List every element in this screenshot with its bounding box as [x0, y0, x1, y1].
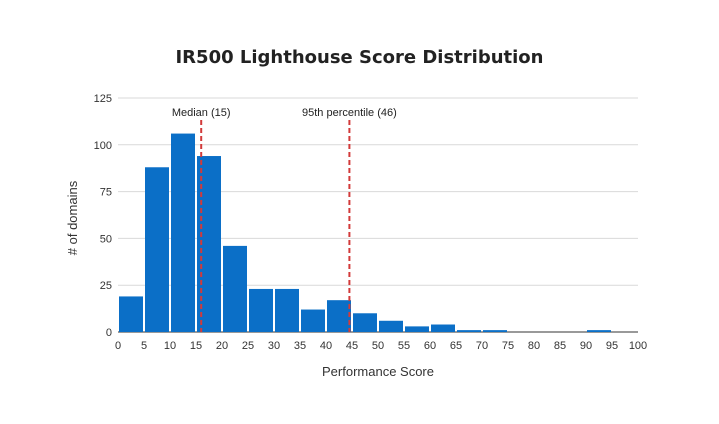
histogram-bar: [119, 296, 143, 332]
x-tick-label: 45: [346, 340, 358, 352]
y-tick-label: 0: [106, 327, 112, 339]
histogram-bar: [431, 324, 455, 332]
histogram-bar: [587, 330, 611, 332]
x-tick-label: 30: [268, 340, 280, 352]
histogram-bar: [145, 167, 169, 332]
x-tick-label: 35: [294, 340, 306, 352]
x-tick-label: 25: [242, 340, 254, 352]
histogram-bar: [171, 133, 195, 332]
x-tick-label: 5: [141, 340, 147, 352]
y-tick-label: 25: [100, 280, 112, 292]
x-tick-label: 80: [528, 340, 540, 352]
x-tick-label: 90: [580, 340, 592, 352]
histogram-bar: [327, 300, 351, 332]
chart-title: IR500 Lighthouse Score Distribution: [175, 47, 544, 68]
x-tick-label: 20: [216, 340, 228, 352]
x-tick-label: 100: [629, 340, 647, 352]
histogram-bar: [483, 330, 507, 332]
percentile-label: 95th percentile (46): [302, 107, 397, 119]
x-tick-label: 75: [502, 340, 514, 352]
median-label: Median (15): [172, 107, 231, 119]
x-tick-label: 50: [372, 340, 384, 352]
y-tick-label: 75: [100, 187, 112, 199]
histogram-bar: [457, 330, 481, 332]
y-tick-label: 100: [94, 140, 112, 152]
x-tick-label: 70: [476, 340, 488, 352]
histogram-bar: [353, 313, 377, 332]
y-tick-label: 50: [100, 233, 112, 245]
x-tick-label: 60: [424, 340, 436, 352]
histogram-bar: [379, 320, 403, 332]
x-tick-label: 10: [164, 340, 176, 352]
x-axis-label: Performance Score: [322, 364, 434, 379]
histogram-bar: [405, 326, 429, 332]
x-tick-label: 0: [115, 340, 121, 352]
y-tick-label: 125: [94, 93, 112, 105]
x-tick-label: 95: [606, 340, 618, 352]
x-tick-label: 40: [320, 340, 332, 352]
x-tick-label: 85: [554, 340, 566, 352]
x-tick-label: 15: [190, 340, 202, 352]
histogram-bar: [223, 245, 247, 332]
histogram-bar: [249, 288, 273, 332]
histogram-bar: [275, 288, 299, 332]
x-tick-label: 65: [450, 340, 462, 352]
x-tick-label: 55: [398, 340, 410, 352]
histogram-bar: [301, 309, 325, 332]
